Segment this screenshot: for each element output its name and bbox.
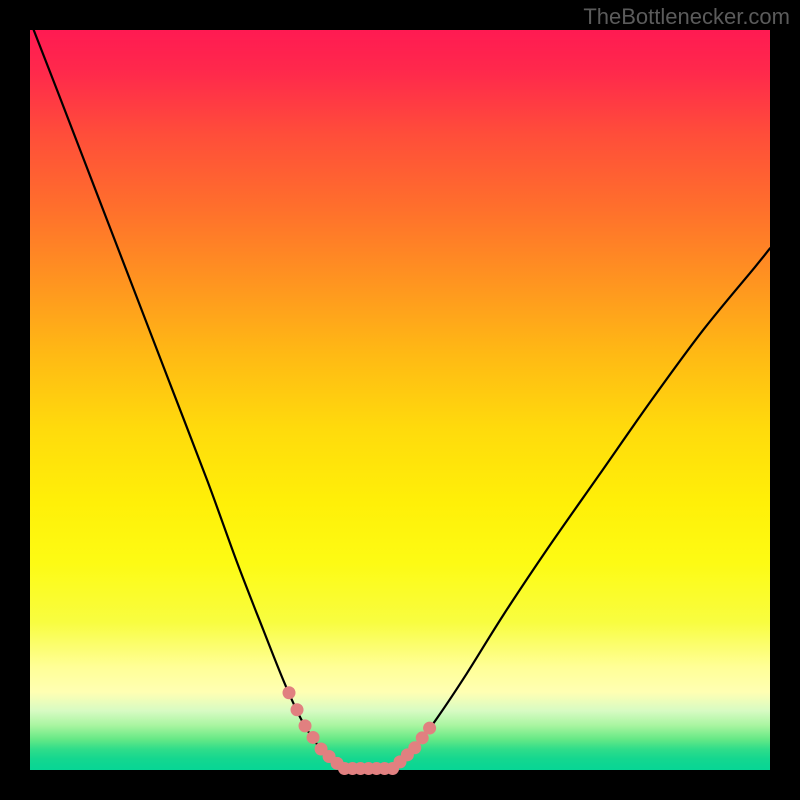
- watermark-text: TheBottlenecker.com: [583, 4, 790, 30]
- chart-container: TheBottlenecker.com: [0, 0, 800, 800]
- highlight-dot: [299, 719, 312, 732]
- highlight-dot: [283, 686, 296, 699]
- plot-area: [30, 30, 770, 770]
- highlight-dot: [307, 731, 320, 744]
- chart-svg: [0, 0, 800, 800]
- highlight-dot: [291, 703, 304, 716]
- highlight-dot: [423, 722, 436, 735]
